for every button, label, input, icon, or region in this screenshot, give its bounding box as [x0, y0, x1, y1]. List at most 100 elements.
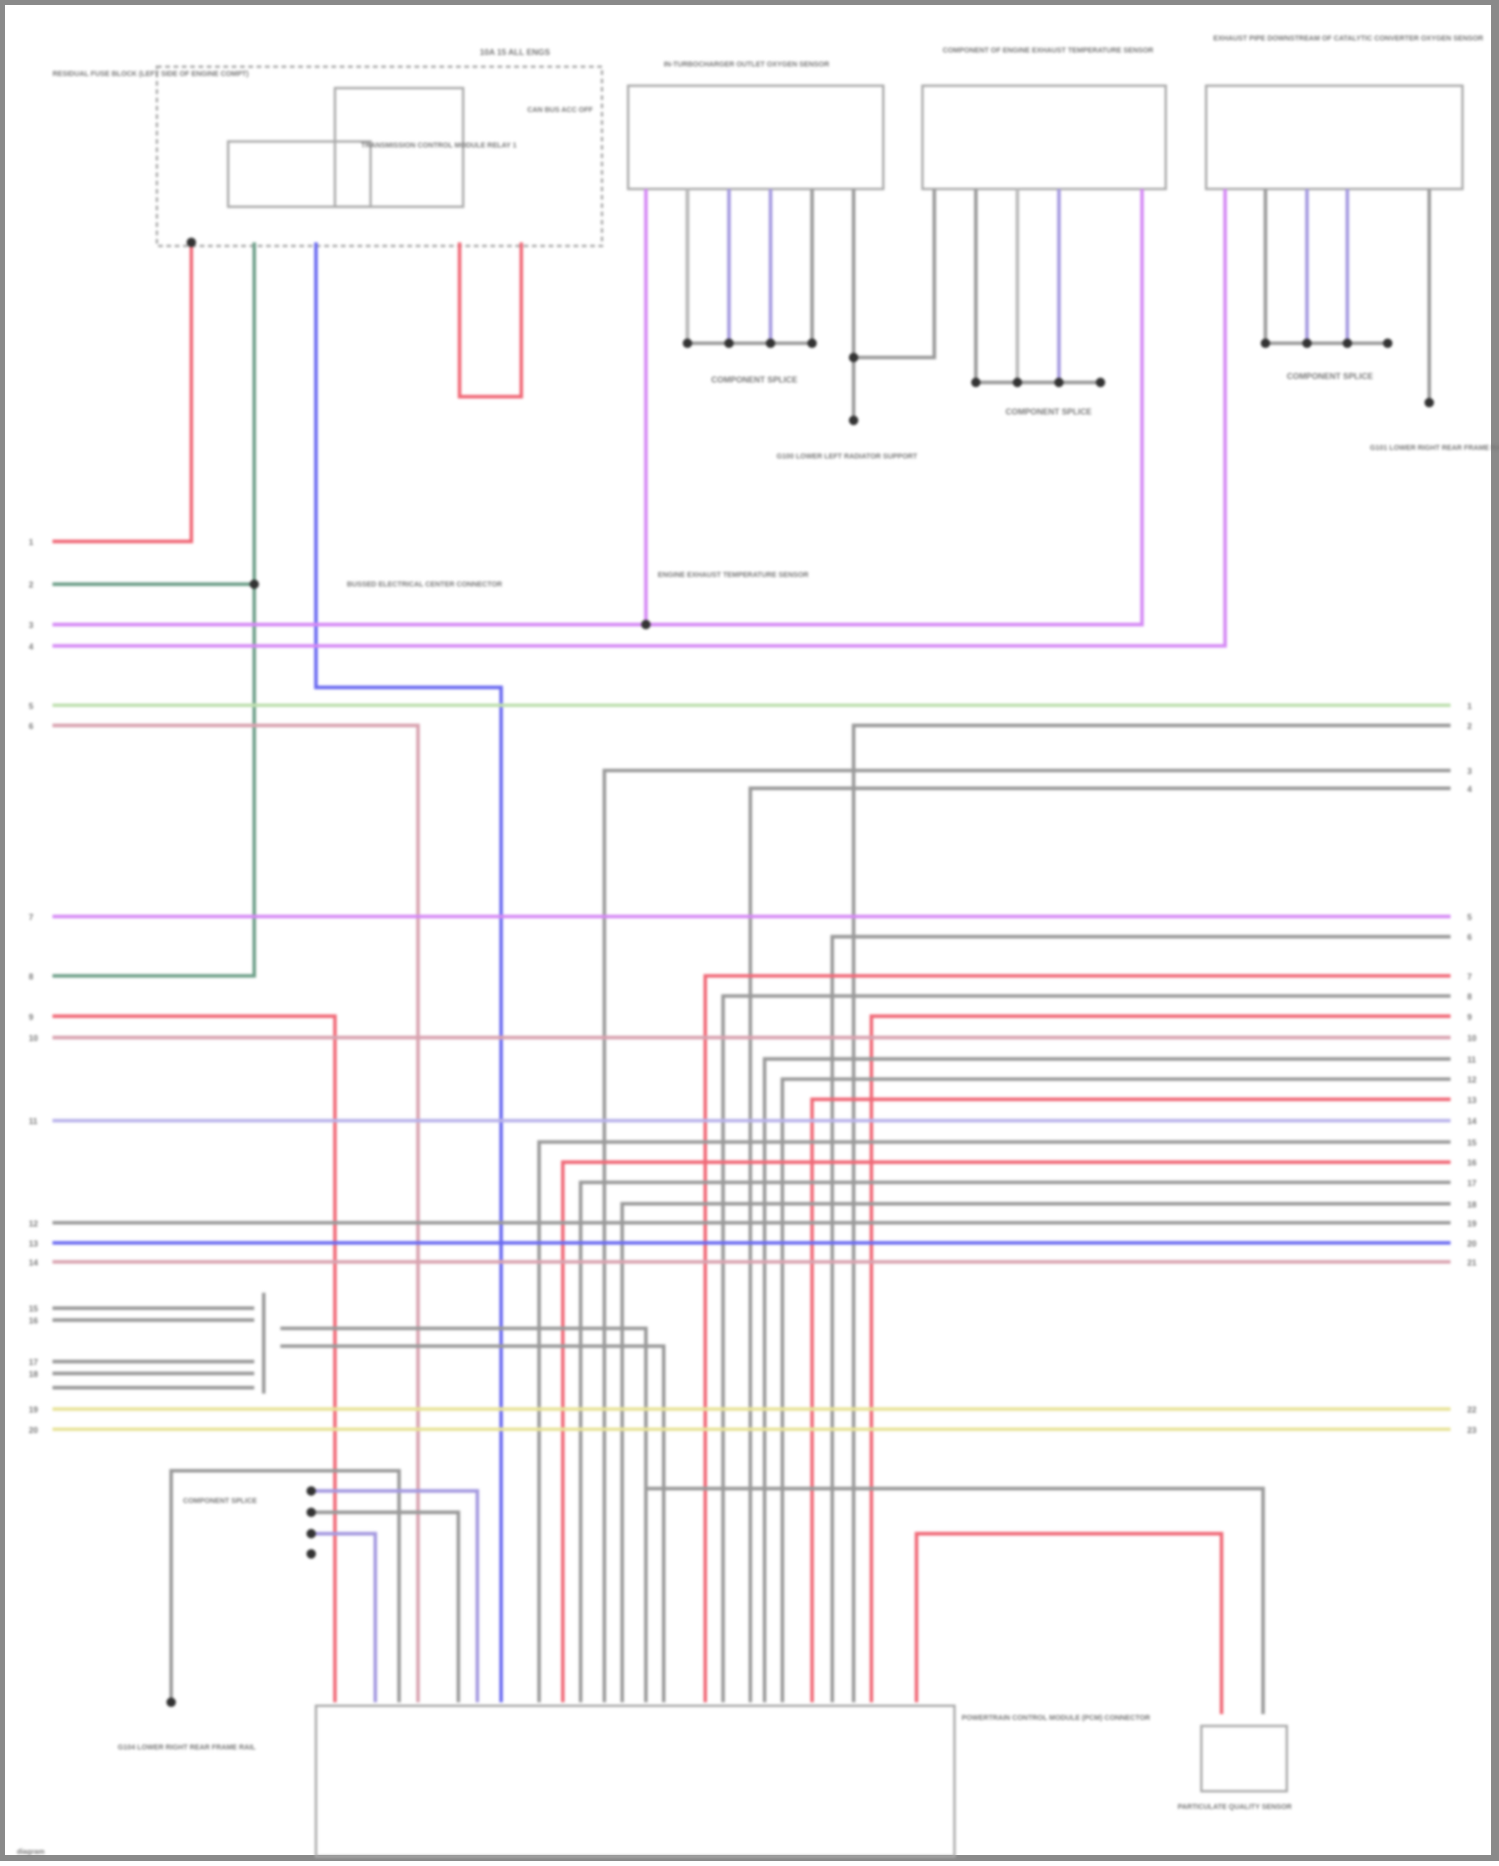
right-pin-number: 10 — [1467, 1033, 1477, 1043]
left-pin-number: 14 — [29, 1257, 39, 1267]
right-pin-number: 3 — [1467, 766, 1472, 776]
wire-red — [561, 1160, 1451, 1703]
sensor-1-label: IN-TURBOCHARGER OUTLET OXYGEN SENSOR — [664, 61, 830, 69]
splice-dot — [306, 1507, 316, 1518]
right-pin-number: 17 — [1467, 1178, 1477, 1188]
left-pin-number: 13 — [29, 1238, 39, 1248]
left-pin-number: 20 — [29, 1425, 39, 1435]
wire-gray — [851, 723, 1451, 1703]
fuse-block-label: RESIDUAL FUSE BLOCK (LEFT SIDE OF ENGINE… — [52, 70, 249, 78]
component-box — [333, 86, 465, 208]
right-pin-number: 19 — [1467, 1218, 1477, 1228]
wire-gray — [1263, 188, 1388, 346]
footer-label: diagram — [17, 1848, 45, 1856]
sensor-3-label: EXHAUST PIPE DOWNSTREAM OF CATALYTIC CON… — [1213, 35, 1483, 43]
wire-blue_violet — [311, 1489, 480, 1703]
fuse-note-label: CAN BUS ACC OFF — [527, 106, 593, 114]
ground-2-label: G101 LOWER RIGHT REAR FRAME RAIL — [1370, 444, 1499, 452]
wire-red — [914, 1531, 1224, 1715]
right-pin-number: 16 — [1467, 1158, 1477, 1168]
splice-dot — [186, 237, 197, 248]
component-box — [314, 1704, 956, 1858]
splice-dot — [641, 619, 651, 630]
splice-dot — [1382, 338, 1393, 349]
component-box — [626, 84, 885, 191]
note-2-label: ENGINE EXHAUST TEMPERATURE SENSOR — [658, 571, 809, 579]
left-pin-number: 7 — [29, 912, 34, 922]
wire-red — [869, 1014, 1451, 1703]
right-pin-number: 18 — [1467, 1199, 1477, 1209]
splice-dot — [848, 415, 859, 426]
wire-red — [52, 242, 194, 544]
component-box — [226, 140, 372, 208]
left-pin-number: 10 — [29, 1033, 39, 1043]
right-pin-number: 15 — [1467, 1138, 1477, 1148]
wire-gray — [537, 1140, 1451, 1703]
wire-gray — [280, 1344, 666, 1703]
left-pin-number: 4 — [29, 641, 34, 651]
wire-red — [52, 1014, 337, 1703]
right-pin-number: 12 — [1467, 1075, 1477, 1085]
splice-dot — [1054, 377, 1064, 388]
wire-purple — [52, 188, 1227, 648]
left-pin-number: 6 — [29, 721, 34, 731]
left-pin-number: 8 — [29, 971, 34, 981]
wire-gray — [578, 1180, 1451, 1703]
wire-gray — [853, 188, 937, 360]
splice-dot — [682, 338, 693, 349]
wire-gray — [620, 1201, 1451, 1703]
left-pin-number: 18 — [29, 1369, 39, 1379]
left-pin-number: 1 — [29, 537, 34, 547]
left-pin-number: 3 — [29, 620, 34, 630]
wire-gray — [762, 1057, 1451, 1703]
right-pin-number: 22 — [1467, 1405, 1477, 1415]
wire-gray — [780, 1077, 1451, 1703]
wire-red — [703, 974, 1451, 1703]
left-pin-number: 2 — [29, 580, 34, 590]
left-pin-number: 17 — [29, 1357, 39, 1367]
left-pin-number: 12 — [29, 1218, 39, 1228]
wire-blue_violet — [311, 1531, 378, 1703]
ground-1-label: G100 LOWER LEFT RADIATOR SUPPORT — [776, 452, 917, 460]
left-pin-number: 5 — [29, 701, 34, 711]
left-pin-number: 19 — [29, 1405, 39, 1415]
right-pin-number: 9 — [1467, 1012, 1472, 1022]
component-box — [921, 84, 1167, 191]
wire-purple — [52, 188, 1144, 627]
ground-3-label: G104 LOWER RIGHT REAR FRAME RAIL — [118, 1744, 257, 1752]
wire-gray — [280, 1326, 648, 1703]
splice-dot — [306, 1528, 316, 1539]
wire-gray — [169, 1468, 401, 1703]
splice-dot — [306, 1486, 316, 1496]
note-1-label: BUSSED ELECTRICAL CENTER CONNECTOR — [347, 581, 502, 589]
splice-dot — [306, 1549, 316, 1559]
wire-gray — [721, 994, 1451, 1703]
component-box — [1204, 84, 1464, 191]
fuse-label: 10A 15 ALL ENGS — [480, 47, 551, 57]
wire-red — [810, 1097, 1451, 1703]
splice-dot — [724, 338, 734, 349]
wire-pink — [52, 723, 420, 1703]
splice-dot — [1302, 338, 1312, 349]
splice-dot — [1260, 338, 1271, 349]
right-pin-number: 2 — [1467, 721, 1472, 731]
right-pin-number: 21 — [1467, 1257, 1477, 1267]
left-pin-number: 16 — [29, 1316, 39, 1326]
right-pin-number: 8 — [1467, 992, 1472, 1002]
wire-gray — [602, 768, 1451, 1703]
sensor-2-label: COMPONENT OF ENGINE EXHAUST TEMPERATURE … — [943, 46, 1154, 54]
wiring-diagram: RESIDUAL FUSE BLOCK (LEFT SIDE OF ENGINE… — [17, 35, 1499, 1858]
wire-gray — [645, 1486, 1265, 1715]
splice-dot — [1012, 377, 1023, 388]
splice-dot — [765, 338, 776, 349]
pin-numbers: 1234567891011121314151617181920123456789… — [29, 537, 1477, 1435]
splice-dot — [807, 338, 817, 349]
splice-dot — [166, 1697, 176, 1707]
wires — [52, 188, 1451, 1715]
wire-gray — [748, 786, 1451, 1703]
component-boxes — [155, 65, 1464, 1858]
module-label: POWERTRAIN CONTROL MODULE (PCM) CONNECTO… — [962, 1714, 1151, 1722]
splice-dot — [1424, 397, 1434, 408]
component-box — [1200, 1724, 1288, 1793]
